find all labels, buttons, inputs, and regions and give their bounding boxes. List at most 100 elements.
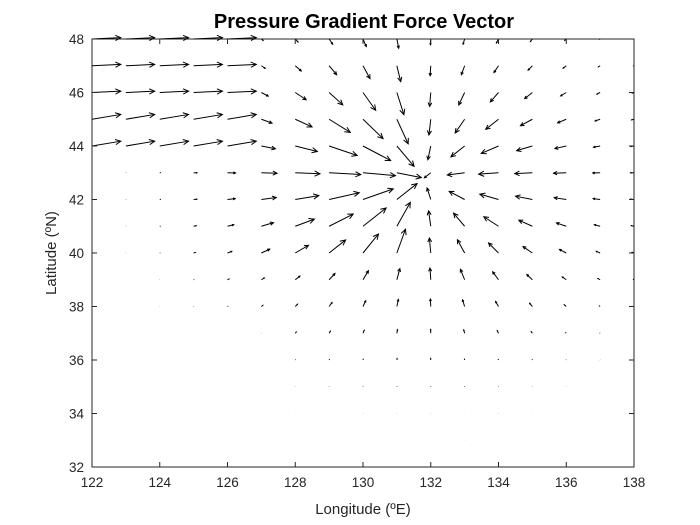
vector-arrow [295, 218, 316, 227]
vector-arrow [328, 330, 331, 334]
vector-arrow [482, 216, 499, 227]
vector-arrow [454, 118, 466, 134]
vector-arrow [362, 299, 367, 307]
vector-arrow [159, 112, 190, 120]
vector-arrow [227, 34, 258, 41]
vector-arrow [556, 118, 567, 124]
vector-arrow [595, 250, 601, 254]
vector-arrow [328, 92, 344, 106]
vector-arrow [91, 112, 122, 120]
vector-arrow [396, 328, 399, 334]
vector-arrow [427, 92, 433, 108]
vector-arrow [553, 145, 567, 150]
vector-arrow [261, 92, 270, 97]
vector-arrow [227, 139, 258, 147]
vector-arrow [362, 145, 392, 162]
vector-arrow [294, 92, 308, 101]
vector-arrow [193, 34, 224, 41]
y-tick-label: 34 [69, 407, 85, 422]
vector-arrow [362, 269, 370, 281]
vector-arrow [193, 61, 224, 68]
vector-arrow [261, 145, 277, 151]
vector-arrow [428, 65, 433, 77]
y-tick-label: 42 [69, 193, 84, 208]
vector-arrow [591, 197, 601, 201]
vector-arrow [429, 328, 432, 334]
vector-arrow [396, 92, 406, 116]
vector-arrow [328, 65, 338, 76]
y-tick-label: 36 [69, 353, 84, 368]
vector-arrow [559, 92, 567, 97]
chart-title: Pressure Gradient Force Vector [214, 11, 514, 33]
vector-arrow [159, 34, 190, 41]
vector-arrow [522, 245, 533, 254]
vector-arrow [630, 224, 635, 227]
vector-arrow [460, 65, 466, 76]
vector-arrow [396, 228, 407, 254]
vector-arrow [629, 171, 635, 174]
vector-arrow [515, 145, 533, 152]
y-axis-label: Latitude (ºN) [43, 211, 60, 295]
x-tick-label: 122 [81, 475, 104, 490]
y-tick-labels: 32 34 36 38 40 42 44 46 48 [69, 32, 85, 475]
vector-arrow [477, 170, 499, 177]
vector-arrow [632, 278, 635, 281]
vector-arrow [458, 92, 466, 106]
vector-arrow [592, 145, 601, 149]
x-tick-labels: 122 124 126 128 130 132 134 136 138 [81, 475, 646, 490]
vector-arrow [227, 223, 235, 227]
vector-arrow [294, 244, 310, 254]
x-tick-label: 126 [216, 475, 239, 490]
vector-arrow [125, 34, 156, 41]
vector-arrow [362, 187, 395, 200]
x-tick-label: 136 [555, 475, 578, 490]
x-tick-label: 130 [352, 475, 375, 490]
vector-arrow [461, 298, 466, 307]
vector-arrow [227, 278, 231, 281]
vector-arrow [596, 277, 601, 281]
vector-arrow [553, 196, 567, 201]
vector-arrow [494, 300, 499, 307]
vector-arrow [423, 172, 432, 179]
vector-arrow [329, 190, 361, 200]
vector-arrow [594, 118, 601, 122]
vector-arrow [193, 112, 224, 120]
y-tick-label: 32 [69, 460, 84, 475]
vector-arrow [426, 145, 432, 161]
vector-arrow [562, 65, 567, 69]
vector-arrow [159, 61, 190, 68]
vector-arrow [193, 225, 198, 227]
vector-arrow [487, 242, 499, 254]
vector-arrow [261, 170, 279, 176]
vector-arrow [227, 250, 233, 254]
vector-arrow [328, 301, 333, 307]
vector-arrow [328, 118, 352, 133]
vector-arrow [396, 145, 415, 168]
vector-arrow [294, 275, 301, 281]
vector-arrow [426, 186, 432, 200]
vector-arrow [328, 213, 355, 227]
vector-arrow [328, 239, 347, 254]
vector-arrow [261, 304, 264, 307]
x-tick-label: 132 [419, 475, 442, 490]
axis-ticks [91, 38, 635, 468]
vector-arrow [261, 277, 266, 281]
vector-arrow [295, 118, 314, 128]
vector-arrow [294, 65, 303, 72]
vector-arrow [261, 65, 267, 70]
vector-arrow [462, 38, 466, 46]
x-tick-label: 134 [487, 475, 510, 490]
y-tick-label: 48 [69, 32, 84, 47]
vector-arrow [519, 118, 533, 127]
x-tick-label: 138 [623, 475, 646, 490]
y-tick-label: 44 [69, 139, 85, 154]
vector-arrow [563, 303, 567, 307]
x-tick-label: 124 [148, 475, 171, 490]
y-tick-label: 40 [69, 246, 84, 261]
vector-arrow [294, 331, 297, 334]
vector-arrow [362, 38, 367, 48]
vector-arrow [125, 112, 156, 120]
vector-arrow [484, 118, 499, 131]
vector-arrow [91, 139, 122, 147]
vector-arrow [227, 112, 258, 120]
